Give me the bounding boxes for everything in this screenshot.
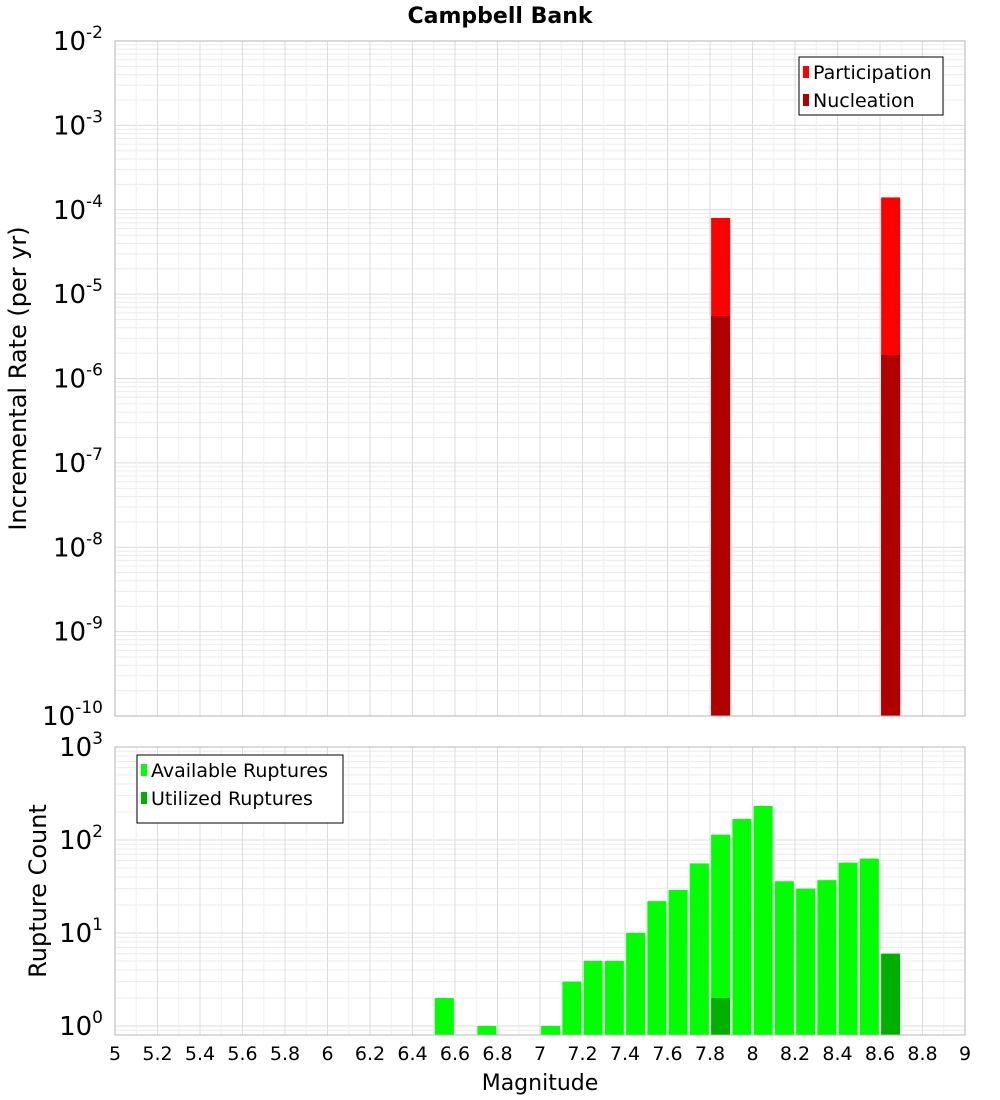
legend-label: Nucleation xyxy=(813,90,915,112)
x-tick-label: 6.8 xyxy=(482,1043,512,1065)
x-tick-label: 5.8 xyxy=(270,1043,300,1065)
bar xyxy=(817,880,837,1035)
y-axis-label: Incremental Rate (per yr) xyxy=(4,226,32,530)
x-tick-label: 8.4 xyxy=(822,1043,852,1065)
y-tick-label: 10-2 xyxy=(53,23,103,57)
y-tick-label: 10-6 xyxy=(53,361,103,395)
x-tick-label: 7.6 xyxy=(652,1043,682,1065)
x-tick-label: 5 xyxy=(109,1043,121,1065)
x-tick-label: 5.4 xyxy=(185,1043,215,1065)
bar xyxy=(753,806,773,1035)
series-available-ruptures xyxy=(434,806,879,1035)
bar xyxy=(647,901,667,1035)
bar xyxy=(881,354,901,716)
x-tick-label: 7 xyxy=(534,1043,546,1065)
rate-panel: 10-10 10-9 10-8 10-7 10-6 10-5 10-4 10-3 10-2 Inc… xyxy=(4,23,966,732)
series-utilized-ruptures xyxy=(711,953,901,1035)
y-axis-label: Rupture Count xyxy=(24,804,52,978)
rupture-count-panel: 100 101 102 103 Rupture Count Available Ruptu… xyxy=(24,729,966,1042)
bar xyxy=(689,863,709,1035)
legend-swatch xyxy=(803,94,809,106)
legend-label: Available Ruptures xyxy=(151,760,328,782)
x-tick-label: 6 xyxy=(321,1043,333,1065)
legend-swatch xyxy=(141,792,147,804)
bar xyxy=(477,1025,497,1035)
y-tick-label: 10-7 xyxy=(53,445,103,479)
x-tick-label: 8 xyxy=(746,1043,758,1065)
legend-box xyxy=(798,56,944,116)
bar xyxy=(626,932,646,1035)
bar xyxy=(668,889,688,1035)
x-tick-label: 6.4 xyxy=(397,1043,427,1065)
y-tick-label: 10-5 xyxy=(53,276,103,310)
y-tick-label: 10-3 xyxy=(53,107,103,141)
bar xyxy=(859,858,879,1035)
x-tick-label: 5.6 xyxy=(227,1043,257,1065)
bar xyxy=(881,953,901,1035)
x-axis: 5 5.2 5.4 5.6 5.8 6 6.2 6.4 6.6 6.8 7 7.2 7.4 7.6 7.8 8… xyxy=(109,1043,971,1065)
x-tick-label: 9 xyxy=(959,1043,971,1065)
x-tick-label: 8.2 xyxy=(780,1043,810,1065)
y-tick-label: 101 xyxy=(59,915,103,949)
x-tick-label: 6.6 xyxy=(440,1043,470,1065)
bar xyxy=(711,834,731,1035)
bar xyxy=(541,1025,561,1035)
bar xyxy=(583,960,603,1035)
y-tick-label: 10-4 xyxy=(53,192,103,226)
legend-swatch xyxy=(803,66,809,78)
x-tick-label: 7.4 xyxy=(610,1043,640,1065)
x-tick-label: 8.8 xyxy=(907,1043,937,1065)
legend: Participation Nucleation xyxy=(798,56,944,116)
bar xyxy=(838,862,858,1035)
legend-label: Participation xyxy=(813,62,932,84)
bar xyxy=(732,819,752,1035)
y-tick-label: 10-8 xyxy=(53,529,103,563)
x-tick-label: 7.8 xyxy=(695,1043,725,1065)
series-nucleation xyxy=(711,316,901,716)
grid xyxy=(114,41,966,717)
x-tick-label: 7.2 xyxy=(567,1043,597,1065)
bar xyxy=(562,981,582,1035)
legend-box xyxy=(136,754,344,824)
x-tick-label: 6.2 xyxy=(355,1043,385,1065)
bar xyxy=(711,316,731,716)
x-tick-label: 5.2 xyxy=(142,1043,172,1065)
x-axis-label: Magnitude xyxy=(482,1071,599,1096)
legend-swatch xyxy=(141,764,147,776)
bar xyxy=(796,888,816,1035)
bar xyxy=(434,997,454,1035)
y-tick-label: 100 xyxy=(59,1008,103,1042)
y-tick-label: 103 xyxy=(59,729,103,763)
bar xyxy=(711,997,731,1035)
y-tick-label: 10-9 xyxy=(53,614,103,648)
x-tick-label: 8.6 xyxy=(865,1043,895,1065)
plot-frame xyxy=(114,40,966,717)
chart-title: Campbell Bank xyxy=(408,4,594,29)
bar xyxy=(774,881,794,1035)
plot-frame xyxy=(114,746,966,1036)
y-tick-label: 10-10 xyxy=(42,698,103,732)
bar xyxy=(604,960,624,1035)
y-tick-label: 102 xyxy=(59,822,103,856)
legend-label: Utilized Ruptures xyxy=(151,788,313,810)
legend: Available Ruptures Utilized Ruptures xyxy=(136,754,344,824)
